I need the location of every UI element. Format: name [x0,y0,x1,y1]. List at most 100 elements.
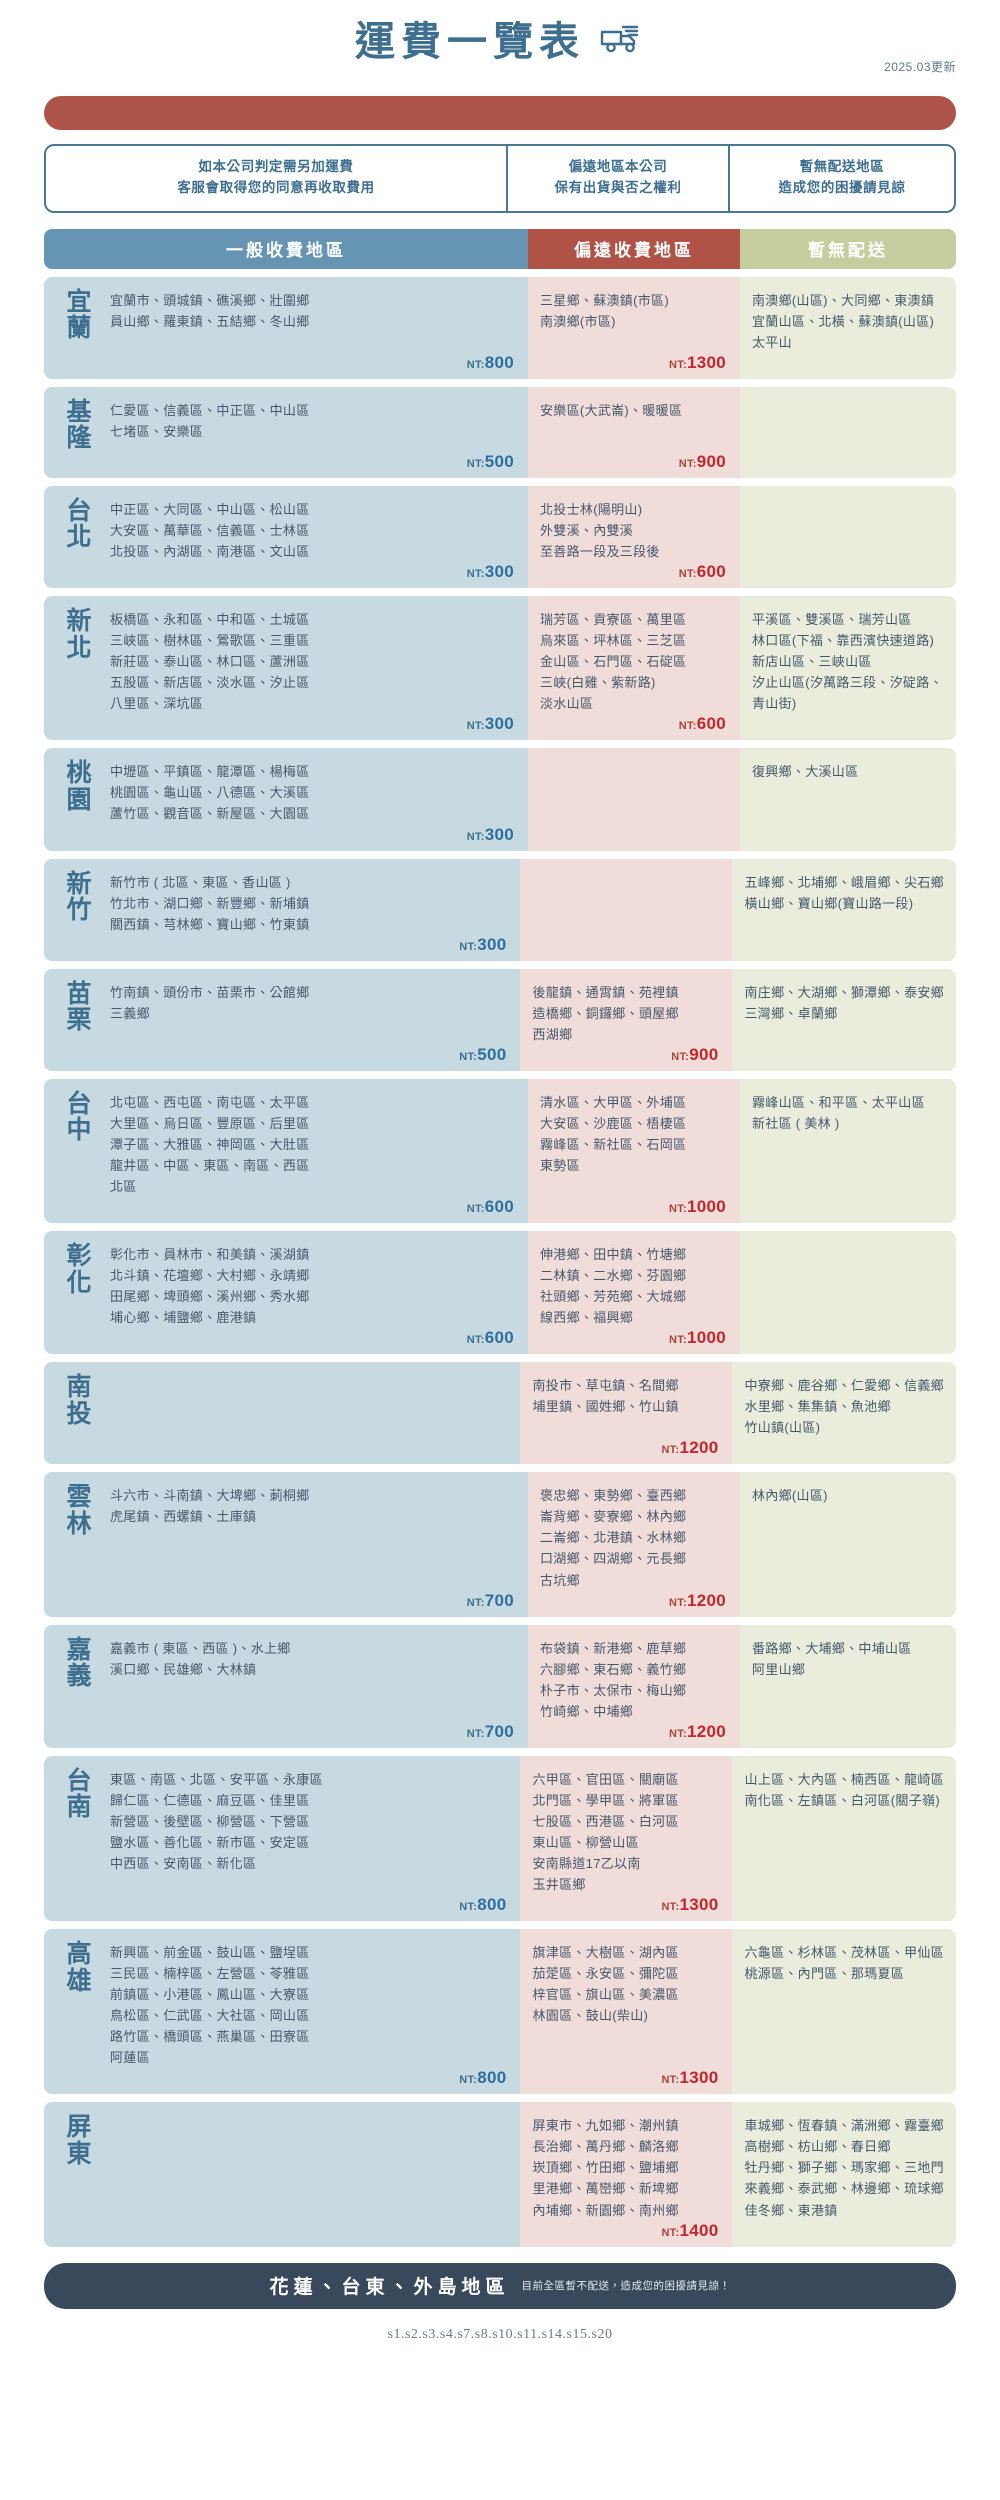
cell-general: 宜蘭 宜蘭市、頭城鎮、礁溪鄉、壯圍鄉 員山鄉、羅東鎮、五結鄉、冬山鄉 NT:800 [44,276,528,379]
cell-no-delivery [740,1231,956,1355]
area-line: 板橋區、永和區、中和區、土城區 [110,612,310,628]
province-label: 南投 [66,1373,92,1428]
remote-price: NT:600 [679,562,726,582]
general-area-list: 仁愛區、信義區、中正區、中山區 七堵區、安樂區 [110,397,516,452]
cell-general: 雲林 斗六市、斗南鎮、大埤鄉、莿桐鄉 虎尾鎮、西螺鎮、土庫鎮 NT:700 [44,1472,528,1617]
general-price: NT:800 [459,1895,506,1915]
price-currency: NT: [661,2074,680,2087]
area-line: 外雙溪、內雙溪 [540,523,634,539]
general-price: NT:600 [467,1328,514,1348]
area-line: 中正區、大同區、中山區、松山區 [110,501,310,517]
price-amount: 500 [477,1044,507,1064]
cell-remote: 褒忠鄉、東勢鄉、臺西鄉 崙背鄉、麥寮鄉、林內鄉 二崙鄉、北港鎮、水林鄉 口湖鄉、四湖鄉… [528,1472,740,1617]
remote-price: NT:1400 [661,2221,718,2241]
area-line: 長治鄉、萬丹鄉、麟洛鄉 [532,2139,679,2155]
area-line: 六龜區、杉林區、茂林區、甲仙區 [744,1945,944,1961]
area-line: 屏東市、九如鄉、潮州鎮 [532,2118,679,2134]
table-row: 台北 中正區、大同區、中山區、松山區 大安區、萬華區、信義區、士林區 北投區、內湖區、… [44,485,956,589]
cell-no-delivery: 中寮鄉、鹿谷鄉、仁愛鄉、信義鄉 水里鄉、集集鎮、魚池鄉 竹山鎮(山區) [732,1362,956,1465]
general-price: NT:300 [467,562,514,582]
notice-remote-line1: 偏遠地區本公司 [568,159,668,174]
general-price: NT:800 [467,353,514,373]
general-area-list: 宜蘭市、頭城鎮、礁溪鄉、壯圍鄉 員山鄉、羅東鎮、五結鄉、冬山鄉 [110,287,516,353]
area-line: 竹山鎮(山區) [744,1420,821,1436]
price-currency: NT: [678,720,697,733]
no-delivery-area-list: 五峰鄉、北埔鄉、峨眉鄉、尖石鄉 橫山鄉、寶山鄉(寶山路一段) [744,869,944,914]
price-amount: 300 [484,824,514,844]
price-amount: 600 [484,1328,514,1348]
area-line: 褒忠鄉、東勢鄉、臺西鄉 [540,1488,687,1504]
general-area-list: 新興區、前金區、鼓山區、鹽埕區 三民區、楠梓區、左營區、苓雅區 前鎮區、小港區、鳳山… [110,1939,508,2068]
area-line: 埔心鄉、埔鹽鄉、鹿港鎮 [110,1310,257,1326]
cell-no-delivery: 復興鄉、大溪山區 [740,748,956,851]
remote-area-list [532,869,720,890]
general-area-list [110,1372,508,1438]
price-amount: 1300 [686,352,726,372]
cell-general: 新北 板橋區、永和區、中和區、土城區 三峽區、樹林區、鶯歌區、三重區 新莊區、泰山區、… [44,596,528,741]
general-price: NT:300 [459,935,506,955]
area-line: 宜蘭市、頭城鎮、礁溪鄉、壯圍鄉 [110,292,310,308]
general-price: NT:300 [467,714,514,734]
area-line: 虎尾鎮、西螺鎮、土庫鎮 [110,1509,257,1525]
remote-area-list: 後龍鎮、通霄鎮、苑裡鎮 造橋鄉、銅鑼鄉、頭屋鄉 西湖鄉 [532,979,720,1045]
remote-area-list: 褒忠鄉、東勢鄉、臺西鄉 崙背鄉、麥寮鄉、林內鄉 二崙鄉、北港鎮、水林鄉 口湖鄉、四湖鄉… [540,1482,728,1590]
area-line: 竹崎鄉、中埔鄉 [540,1703,634,1719]
area-line: 東山區、柳營山區 [532,1834,639,1850]
price-currency: NT: [678,457,697,470]
area-line: 蘆竹區、觀音區、新屋區、大園區 [110,806,310,822]
area-line: 嘉義市 ( 東區、西區 )、水上鄉 [110,1640,291,1656]
remote-area-list: 屏東市、九如鄉、潮州鎮 長治鄉、萬丹鄉、麟洛鄉 崁頂鄉、竹田鄉、鹽埔鄉 里港鄉、萬巒鄉… [532,2112,720,2220]
general-price: NT:700 [467,1722,514,1742]
area-line: 北門區、學甲區、將軍區 [532,1792,679,1808]
area-line: 高樹鄉、枋山鄉、春日鄉 [744,2139,891,2155]
area-line: 東區、南區、北區、安平區、永康區 [110,1771,323,1787]
price-amount: 1200 [679,1438,719,1458]
price-amount: 900 [689,1044,719,1064]
table-row: 苗栗 竹南鎮、頭份市、苗栗市、公館鄉 三義鄉 NT:500 後龍鎮、通霄鎮、苑裡鎮 造橋鄉… [44,968,956,1071]
column-header-remote: 偏遠收費地區 [528,228,740,269]
area-line: 鹽水區、善化區、新市區、安定區 [110,1834,310,1850]
cell-no-delivery: 五峰鄉、北埔鄉、峨眉鄉、尖石鄉 橫山鄉、寶山鄉(寶山路一段) [732,858,956,961]
shipping-fee-page: 運費一覽表 2025.03更新 如本公司判定需另加運費 客服會取得您的同意再收取… [44,22,956,2342]
price-currency: NT: [668,1203,687,1216]
notice-no-delivery-line1: 暫無配送地區 [799,159,885,174]
cell-remote: 北投士林(陽明山) 外雙溪、內雙溪 至善路一段及三段後 NT:600 [528,485,740,589]
area-line: 八里區、深坑區 [110,696,204,712]
remote-area-list: 伸港鄉、田中鎮、竹塘鄉 二林鎮、二水鄉、芬園鄉 社頭鄉、芳苑鄉、大城鄉 線西鄉、福興鄉 [540,1241,728,1328]
area-line: 平溪區、雙溪區、瑞芳山區 [752,612,912,628]
remote-price: NT:1200 [669,1722,726,1742]
cell-remote: 後龍鎮、通霄鎮、苑裡鎮 造橋鄉、銅鑼鄉、頭屋鄉 西湖鄉 NT:900 [520,968,733,1071]
table-row: 雲林 斗六市、斗南鎮、大埤鄉、莿桐鄉 虎尾鎮、西螺鎮、土庫鎮 NT:700 褒忠鄉、東勢… [44,1472,956,1617]
cell-no-delivery: 林內鄉(山區) [740,1472,956,1617]
general-area-list: 竹南鎮、頭份市、苗栗市、公館鄉 三義鄉 [110,979,508,1045]
remote-price: NT:1200 [661,1438,718,1458]
column-header-general: 一般收費地區 [44,228,528,269]
remote-price: NT:600 [679,714,726,734]
area-line: 南投市、草屯鎮、名間鄉 [532,1378,679,1394]
general-area-list: 斗六市、斗南鎮、大埤鄉、莿桐鄉 虎尾鎮、西螺鎮、土庫鎮 [110,1482,516,1590]
province-label: 新北 [66,607,92,662]
area-line: 至善路一段及三段後 [540,544,660,560]
cell-remote: 三星鄉、蘇澳鎮(市區) 南澳鄉(市區) NT:1300 [528,276,740,379]
cell-remote [528,748,740,851]
general-price: NT:800 [459,2068,506,2088]
remote-area-list: 旗津區、大樹區、湖內區 茄萣區、永安區、彌陀區 梓官區、旗山區、美濃區 林園區、鼓山(… [532,1939,720,2026]
area-line: 七股區、西港區、白河區 [532,1813,679,1829]
remote-area-list: 三星鄉、蘇澳鎮(市區) 南澳鄉(市區) [540,287,728,332]
no-delivery-area-list: 番路鄉、大埔鄉、中埔山區 阿里山鄉 [752,1635,944,1680]
area-line: 三星鄉、蘇澳鎮(市區) [540,292,669,308]
price-currency: NT: [466,358,485,371]
area-line: 玉井區鄉 [532,1877,586,1892]
area-line: 新店山區、三峽山區 [752,654,872,670]
price-amount: 300 [477,934,507,954]
area-line: 大安區、萬華區、信義區、士林區 [110,523,310,539]
area-line: 桃園區、龜山區、八德區、大溪區 [110,785,310,801]
cell-general: 屏東 [44,2102,521,2247]
general-area-list: 彰化市、員林市、和美鎮、溪湖鎮 北斗鎮、花壇鄉、大村鄉、永靖鄉 田尾鄉、埤頭鄉、溪州… [110,1241,516,1328]
area-line: 崁頂鄉、竹田鄉、鹽埔鄉 [532,2160,679,2176]
area-line: 太平山 [752,334,792,350]
cell-no-delivery [740,386,956,478]
remote-price: NT:1300 [661,2068,718,2088]
area-line: 桃源區、內門區、那瑪夏區 [744,1966,905,1982]
cell-no-delivery: 番路鄉、大埔鄉、中埔山區 阿里山鄉 [740,1624,956,1748]
